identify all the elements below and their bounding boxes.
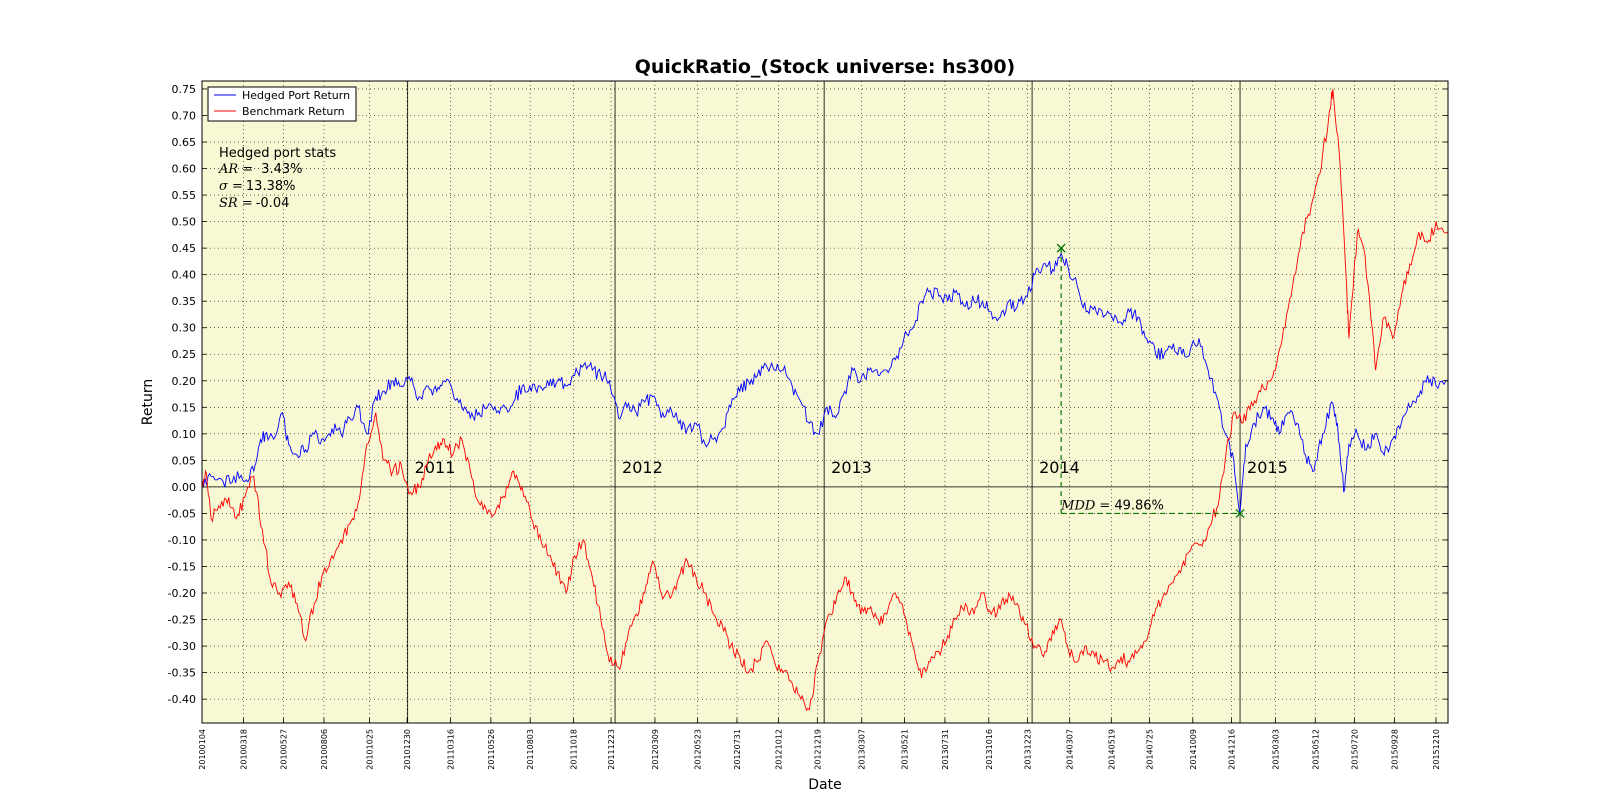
stats-sigma-label: σ = [219,179,243,194]
x-axis-label: Date [808,777,841,793]
y-tick-label: 0.70 [172,109,197,122]
y-tick-label: -0.05 [168,507,196,520]
x-tick-label: 20141009 [1189,729,1198,770]
stats-sr: SR = -0.04 [219,196,289,211]
x-tick-label: 20150303 [1271,729,1280,770]
x-tick-label: 20120523 [694,729,703,770]
chart-title: QuickRatio_(Stock universe: hs300) [635,56,1016,78]
plot-frame [201,80,1449,724]
x-axis: 20100104 20100318 20100527 20100806 20101025… [198,718,1441,770]
x-tick-label: 20101025 [366,729,375,770]
y-tick-label: 0.30 [172,322,197,335]
series-line-benchmark [202,88,1448,712]
mdd-label-math: MDD = [1060,498,1110,513]
x-tick-label: 20110316 [446,729,455,770]
y-tick-label: -0.40 [168,693,196,706]
x-tick-label: 20110803 [526,729,535,770]
x-tick-label: 20151210 [1432,729,1441,770]
x-tick-label: 20150928 [1390,729,1399,770]
legend-label-hedged: Hedged Port Return [242,89,350,102]
x-tick-label: 20130307 [858,729,867,770]
mdd-trough-marker [1235,508,1245,518]
legend-box [207,86,357,122]
series-line-hedged [202,251,1448,514]
x-tick-label: 20100806 [320,729,329,770]
y-tick-label: -0.25 [168,614,196,627]
mdd-peak-marker [1056,243,1066,253]
y-tick-label: 0.20 [172,375,197,388]
year-label: 2012 [622,458,663,477]
x-tick-label: 20150512 [1311,729,1320,770]
stats-sr-label: SR = [219,196,253,211]
stats-sr-value: -0.04 [256,196,290,211]
x-tick-label: 20131016 [985,729,994,770]
mdd-label: MDD = 49.86% [1060,498,1164,513]
x-tick-label: 20100527 [279,729,288,770]
x-tick-label: 20140725 [1145,729,1154,770]
x-tick-label: 20140307 [1066,729,1075,770]
x-tick-label: 20100318 [240,729,249,770]
y-tick-label: 0.35 [172,295,197,308]
x-tick-label: 20141216 [1228,729,1237,770]
y-tick-label: -0.10 [168,534,196,547]
mdd-label-value: 49.86% [1114,498,1164,513]
y-tick-label: 0.55 [172,189,197,202]
y-tick-label: 0.05 [172,454,197,467]
x-tick-label: 20131223 [1024,729,1033,770]
x-tick-label: 20100104 [198,729,207,770]
stats-ar-value: 3.43% [261,162,302,177]
x-tick-label: 20130521 [900,729,909,770]
legend-label-benchmark: Benchmark Return [242,105,345,118]
x-tick-label: 20111018 [569,729,578,770]
stats-heading: Hedged port stats [219,146,336,161]
x-tick-label: 20121219 [813,729,822,770]
stats-ar: AR = 3.43% [218,162,303,177]
legend: Hedged Port Return Benchmark Return [207,86,357,122]
y-tick-label: -0.20 [168,587,196,600]
x-tick-label: 20140519 [1107,729,1116,770]
y-tick-label: 0.60 [172,163,197,176]
mdd-annotation: MDD = 49.86% [1056,243,1245,518]
y-tick-label: 0.40 [172,269,197,282]
x-tick-label: 20130731 [941,729,950,770]
y-axis: 0.75 0.70 0.65 0.60 0.55 0.50 0.45 0.40 0.35 0.30… [168,83,1448,706]
y-tick-label: 0.00 [172,481,197,494]
y-tick-label: 0.10 [172,428,197,441]
x-tick-label: 20120309 [651,729,660,770]
y-tick-label: 0.45 [172,242,197,255]
stats-sigma: σ = 13.38% [219,179,295,194]
y-tick-label: 0.75 [172,83,197,96]
x-tick-label: 20111223 [607,729,616,770]
y-axis-label: Return [140,379,156,425]
x-tick-label: 20101230 [403,729,412,770]
x-tick-label: 20150720 [1351,729,1360,770]
x-tick-label: 20120731 [733,729,742,770]
y-tick-label: 0.15 [172,401,197,414]
stats-box: Hedged port stats AR = 3.43% σ = 13.38% SR… [218,146,336,211]
year-label: 2015 [1247,458,1288,477]
y-tick-label: -0.30 [168,640,196,653]
stats-ar-label: AR = [218,162,253,177]
y-tick-label: 0.65 [172,136,197,149]
y-tick-label: -0.35 [168,667,196,680]
stats-sigma-value: 13.38% [246,179,296,194]
series-group [202,88,1448,712]
x-tick-label: 20121012 [775,729,784,770]
y-tick-label: 0.50 [172,216,197,229]
year-label: 2013 [831,458,872,477]
year-label: 2014 [1039,458,1080,477]
y-tick-label: 0.25 [172,348,197,361]
y-tick-label: -0.15 [168,560,196,573]
year-label: 2011 [415,458,456,477]
x-tick-label: 20110526 [487,729,496,770]
